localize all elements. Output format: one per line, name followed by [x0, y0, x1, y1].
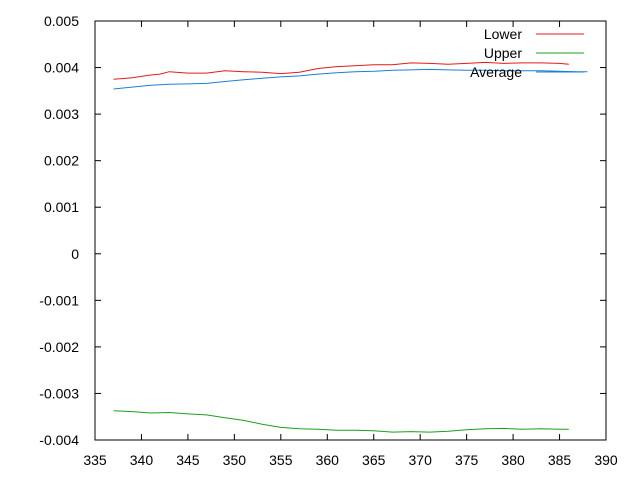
x-tick-label: 360: [316, 452, 340, 468]
y-tick-label: 0.004: [44, 60, 79, 76]
series-line-upper: [113, 410, 569, 433]
x-tick-label: 390: [594, 452, 618, 468]
plot-frame: [94, 20, 607, 441]
x-tick-label: 370: [409, 452, 433, 468]
x-tick-label: 335: [83, 452, 107, 468]
series-line-average: [113, 68, 588, 90]
y-tick-label: -0.002: [39, 339, 79, 355]
y-tick-label: 0: [71, 246, 79, 262]
series-lines: [113, 61, 588, 433]
x-tick-label: 340: [130, 452, 154, 468]
x-tick-label: 345: [176, 452, 200, 468]
x-tick-label: 380: [501, 452, 525, 468]
x-tick-label: 365: [362, 452, 386, 468]
x-tick-label: 350: [223, 452, 247, 468]
legend-label-average: Average: [470, 64, 522, 80]
y-tick-label: 0.003: [44, 106, 79, 122]
axis-ticks: 335 340 345 350 355 360 365 370 375 380 385 390 -0.0…: [39, 13, 618, 468]
legend: Lower Upper Average: [470, 26, 584, 80]
x-tick-label: 355: [269, 452, 293, 468]
legend-label-lower: Lower: [484, 26, 522, 42]
series-line-lower: [113, 61, 569, 80]
y-tick-label: 0.002: [44, 153, 79, 169]
x-tick-label: 375: [455, 452, 479, 468]
y-tick-label: 0.001: [44, 199, 79, 215]
y-tick-label: -0.003: [39, 385, 79, 401]
legend-label-upper: Upper: [484, 45, 522, 61]
y-tick-label: -0.004: [39, 432, 79, 448]
y-tick-label: 0.005: [44, 13, 79, 29]
y-tick-label: -0.001: [39, 292, 79, 308]
x-tick-label: 385: [548, 452, 572, 468]
